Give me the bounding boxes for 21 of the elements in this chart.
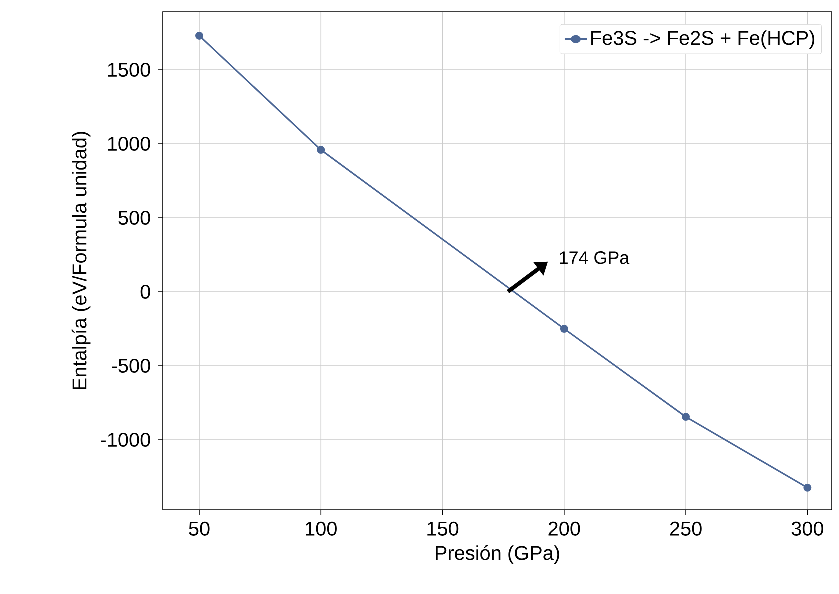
x-tick-label: 50 bbox=[189, 522, 210, 536]
y-axis-title: Entalpía (eV/Formula unidad) bbox=[72, 132, 91, 390]
point bbox=[804, 484, 812, 492]
point bbox=[682, 413, 690, 422]
point bbox=[317, 146, 326, 154]
x-tick-label: 300 bbox=[792, 522, 824, 536]
point bbox=[560, 325, 568, 333]
y-tick-label: -500 bbox=[112, 358, 150, 374]
y-tick-label: 500 bbox=[118, 210, 150, 226]
legend-label: Fe3S -> Fe2S + Fe(HCP) bbox=[592, 30, 815, 50]
x-tick-label: 200 bbox=[548, 522, 580, 536]
x-tick-label: 250 bbox=[670, 522, 702, 536]
x-axis-title: Presión (GPa) bbox=[436, 545, 560, 564]
y-tick-label: 1500 bbox=[108, 62, 150, 78]
x-tick-label: 100 bbox=[306, 522, 337, 536]
annotation: 174 GPa bbox=[560, 252, 630, 264]
point bbox=[196, 32, 204, 40]
y-tick-label: 0 bbox=[140, 284, 150, 300]
y-tick-label: -1000 bbox=[101, 432, 150, 448]
x-tick-label: 150 bbox=[428, 522, 459, 536]
y-tick-label: 1000 bbox=[108, 136, 150, 152]
